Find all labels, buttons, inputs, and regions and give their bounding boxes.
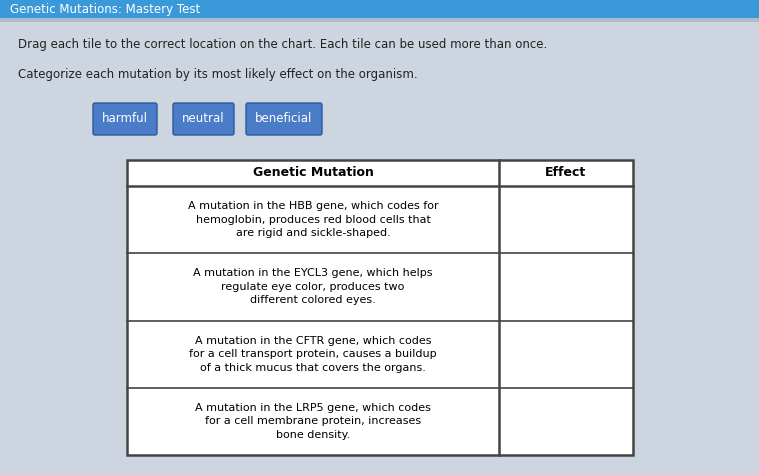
Bar [127, 160, 633, 455]
Text: A mutation in the LRP5 gene, which codes
for a cell membrane protein, increases
: A mutation in the LRP5 gene, which codes… [195, 403, 431, 440]
Bar [0, 18, 759, 22]
FancyBboxPatch shape [246, 103, 322, 135]
Text: Categorize each mutation by its most likely effect on the organism.: Categorize each mutation by its most lik… [18, 68, 417, 81]
Text: A mutation in the EYCL3 gene, which helps
regulate eye color, produces two
diffe: A mutation in the EYCL3 gene, which help… [194, 268, 433, 305]
Text: Genetic Mutations: Mastery Test: Genetic Mutations: Mastery Test [10, 2, 200, 16]
Text: A mutation in the CFTR gene, which codes
for a cell transport protein, causes a : A mutation in the CFTR gene, which codes… [189, 335, 436, 373]
Text: beneficial: beneficial [255, 113, 313, 125]
Text: harmful: harmful [102, 113, 148, 125]
Text: A mutation in the HBB gene, which codes for
hemoglobin, produces red blood cells: A mutation in the HBB gene, which codes … [187, 201, 438, 238]
Text: Genetic Mutation: Genetic Mutation [253, 167, 373, 180]
Text: neutral: neutral [182, 113, 225, 125]
FancyBboxPatch shape [173, 103, 234, 135]
FancyBboxPatch shape [93, 103, 157, 135]
Text: Drag each tile to the correct location on the chart. Each tile can be used more : Drag each tile to the correct location o… [18, 38, 547, 51]
Bar [0, 0, 759, 18]
Text: Effect: Effect [545, 167, 587, 180]
